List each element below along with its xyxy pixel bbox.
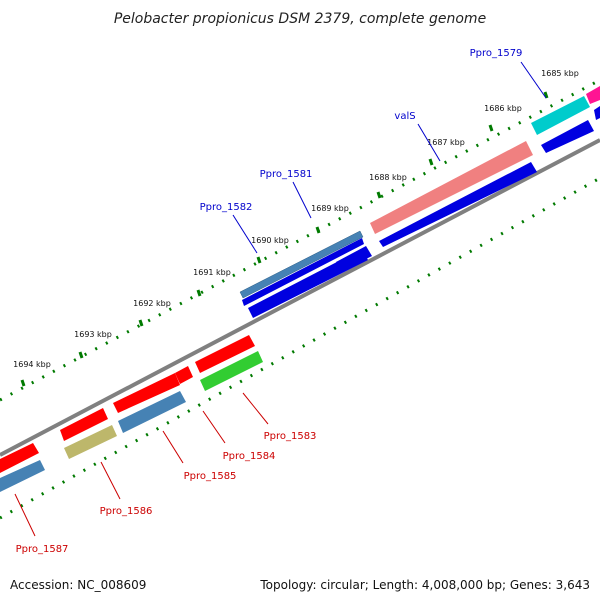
gene-arrow	[175, 366, 193, 384]
scale-tick-mark	[78, 351, 84, 359]
accession-text: Accession: NC_008609	[10, 578, 147, 592]
scale-tick-label: 1686 kbp	[484, 104, 522, 113]
gene-label: Ppro_1582	[200, 202, 253, 213]
gene-leader-line	[162, 430, 184, 464]
scale-tick-label: 1691 kbp	[193, 268, 231, 277]
scale-tick-label: 1692 kbp	[133, 299, 171, 308]
gene-leader-line	[520, 61, 547, 99]
gene-leader-line	[14, 493, 36, 537]
gene-labels: Ppro_1579 valS Ppro_1581 Ppro_1582 Ppro_1583…	[14, 48, 547, 555]
scale-tick-label: 1693 kbp	[74, 330, 112, 339]
gene-label: valS	[394, 111, 415, 122]
gene-label: Ppro_1583	[264, 431, 317, 442]
scale-tick-mark	[138, 319, 144, 327]
gene-arrow	[200, 351, 263, 391]
genome-backbone	[0, 138, 600, 457]
gene-label: Ppro_1584	[223, 451, 276, 462]
forward-genes	[239, 86, 600, 318]
gene-arrow	[195, 335, 255, 373]
gene-label: Ppro_1586	[100, 506, 153, 517]
ring-layer	[0, 78, 600, 520]
gene-arrow	[370, 141, 533, 234]
gene-arrow	[113, 373, 180, 413]
topology-text: Topology: circular; Length: 4,008,000 bp…	[260, 578, 590, 592]
gene-arrow	[379, 162, 537, 247]
scale-tick-label: 1688 kbp	[369, 173, 407, 182]
gene-label: Ppro_1587	[16, 544, 69, 555]
gene-arrow	[0, 460, 45, 492]
gene-leader-line	[242, 392, 269, 425]
gene-label: Ppro_1579	[470, 48, 523, 59]
scale-tick-label: 1687 kbp	[427, 138, 465, 147]
gene-leader-line	[100, 461, 121, 500]
gene-arrow	[239, 230, 364, 299]
gene-leader-line	[232, 214, 258, 254]
gene-arrow	[248, 249, 368, 318]
gene-arrow	[594, 106, 600, 120]
scale-tick-mark	[196, 289, 202, 297]
scale-tick-label: 1694 kbp	[13, 360, 51, 369]
gene-arrow	[0, 443, 39, 473]
scale-tick-mark	[376, 191, 382, 199]
gene-leader-line	[417, 123, 441, 162]
scale-tick-label: 1685 kbp	[541, 69, 579, 78]
scale-tick-mark	[543, 91, 549, 99]
gene-arrow	[242, 238, 364, 306]
gene-arrow	[118, 391, 186, 433]
gene-label: Ppro_1585	[184, 471, 237, 482]
scale-tick-mark	[488, 124, 494, 132]
gene-arrow	[586, 86, 600, 104]
gene-leader-line	[292, 181, 312, 219]
tick-ring-inner	[0, 176, 600, 520]
scale-tick-label: 1690 kbp	[251, 236, 289, 245]
gene-label: Ppro_1581	[260, 169, 313, 180]
reverse-genes	[0, 335, 263, 492]
gene-arrow	[541, 120, 594, 153]
gene-arrow	[60, 408, 108, 441]
scale-tick-mark	[428, 158, 434, 166]
map-title: Pelobacter propionicus DSM 2379, complet…	[114, 11, 486, 27]
scale-ticks: 1685 kbp 1686 kbp 1687 kbp 1688 kbp 1689 kbp…	[13, 69, 579, 387]
gene-arrow	[336, 246, 372, 271]
scale-tick-label: 1689 kbp	[311, 204, 349, 213]
tick-ring-outer	[0, 78, 600, 402]
scale-tick-mark	[20, 379, 26, 387]
scale-tick-mark	[315, 226, 321, 234]
gene-arrow	[531, 96, 590, 135]
scale-tick-mark	[256, 256, 262, 264]
gene-arrow	[64, 425, 117, 459]
gene-leader-line	[202, 410, 226, 444]
